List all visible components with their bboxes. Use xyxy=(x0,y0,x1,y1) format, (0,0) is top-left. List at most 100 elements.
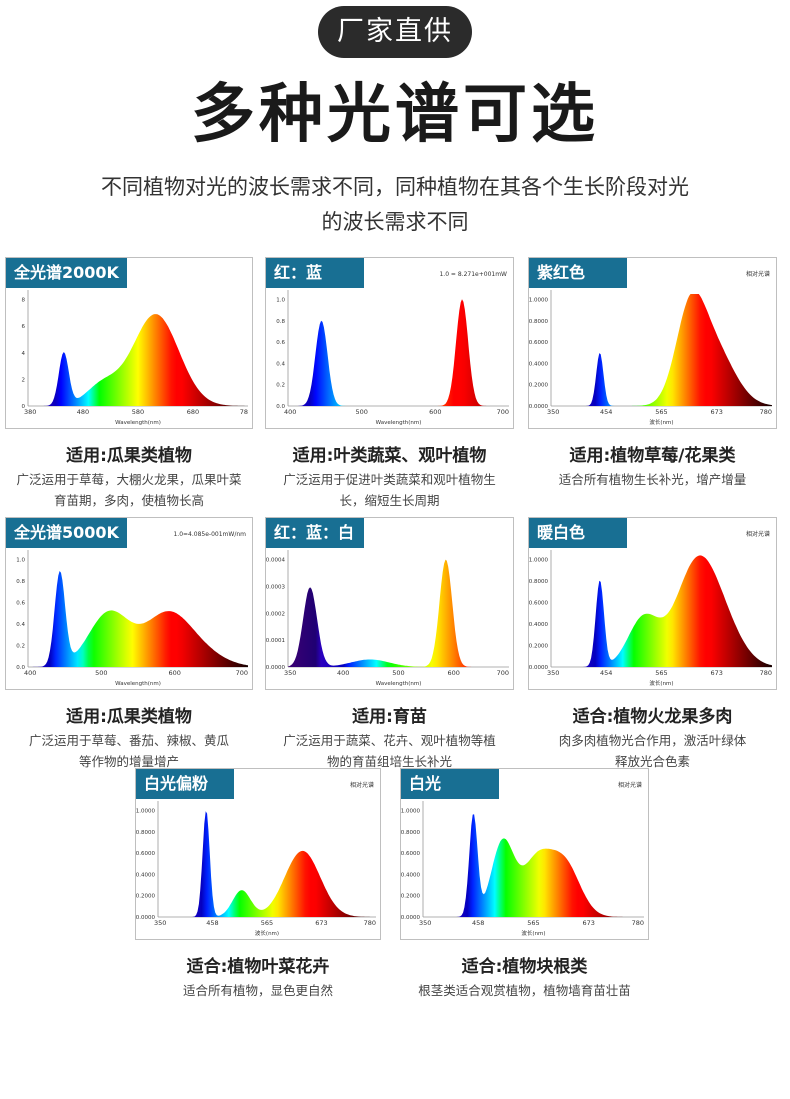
chart-note: 1.0=4.085e-001mW/nm xyxy=(173,531,246,538)
subtitle-line-2: 的波长需求不同 xyxy=(321,210,469,234)
x-tick-label: 400 xyxy=(24,669,36,677)
spectrum-card: 全光谱2000K 380 480 580 680 78 0 2 4 6 8 Wavelength(nm… xyxy=(5,257,253,429)
y-tick-label: 0.0 xyxy=(276,404,285,410)
caption-title: 适合:植物块根类 xyxy=(461,957,588,977)
spectrum-card: 红：蓝：白 350 400 500 600 700 0.0000 0.0001 0.0002 0.… xyxy=(265,517,514,690)
caption-description: 广泛运用于蔬菜、花卉、观叶植物等植 xyxy=(283,733,496,748)
x-tick-label: 600 xyxy=(168,669,180,677)
chart-note: 相对光谱 xyxy=(618,781,642,789)
x-tick-label: 350 xyxy=(547,669,559,677)
spectrum-card: 红：蓝 1.0 = 8.271e+001mW 400 500 600 700 0.0 0.2 0… xyxy=(265,257,514,429)
spectrum-caption: 适用:植物草莓/花果类 适合所有植物生长补光，增产增量 xyxy=(518,443,787,490)
x-tick-label: 780 xyxy=(760,408,772,416)
y-tick-label: 0.8000 xyxy=(529,579,548,585)
spectrum-label: 紫红色 xyxy=(529,258,627,288)
caption-description: 适合所有植物，显色更自然 xyxy=(182,983,333,998)
x-tick-label: 350 xyxy=(154,919,166,927)
spectrum-label: 全光谱2000K xyxy=(6,258,127,288)
spectrum-curve xyxy=(551,555,772,667)
spectrum-curve xyxy=(288,559,509,667)
x-tick-label: 673 xyxy=(711,669,723,677)
x-tick-label: 350 xyxy=(419,919,431,927)
y-tick-label: 0.8 xyxy=(16,579,25,585)
y-tick-label: 0.6000 xyxy=(136,851,155,857)
x-tick-label: 480 xyxy=(77,408,89,416)
x-axis-label: 波长(nm) xyxy=(649,418,673,426)
caption-description: 长，缩短生长周期 xyxy=(339,493,440,508)
x-tick-label: 780 xyxy=(760,669,772,677)
spectrum-chart: 1.0=4.085e-001mW/nm 400 500 600 700 0.0 0.2 0.4… xyxy=(16,531,248,687)
spectrum-chart: 相对光谱 350 458 565 673 780 0.0000 0.2000 0.4000 0.6… xyxy=(401,781,644,937)
y-tick-label: 0.0004 xyxy=(266,558,285,564)
spectrum-curve xyxy=(158,811,376,917)
x-axis-label: Wavelength(nm) xyxy=(115,420,161,426)
caption-description: 肉多肉植物光合作用，激活叶绿体 xyxy=(558,733,747,748)
spectrum-caption: 适合:植物火龙果多肉 肉多肉植物光合作用，激活叶绿体 释放光合色素 xyxy=(518,704,787,772)
spectrum-caption: 适合:植物块根类 根茎类适合观赏植物，植物墙育苗壮苗 xyxy=(390,954,659,1001)
x-tick-label: 565 xyxy=(655,669,667,677)
spectrum-caption: 适用:叶类蔬菜、观叶植物广泛运用于促进叶类蔬菜和观叶植物生 长，缩短生长周期 xyxy=(255,443,524,511)
y-tick-label: 0.4000 xyxy=(529,361,548,367)
y-tick-label: 0.0000 xyxy=(136,915,155,921)
x-tick-label: 680 xyxy=(187,408,199,416)
spectrum-card: 紫红色 相对光谱 350 454 565 673 780 0.0000 0.2000 0.4000… xyxy=(528,257,777,429)
spectrum-card: 暖白色 相对光谱 350 454 565 673 780 0.0000 0.2000 0.4000… xyxy=(528,517,777,690)
chart-note: 1.0 = 8.271e+001mW xyxy=(439,271,507,278)
x-tick-label: 500 xyxy=(355,408,367,416)
spectrum-label: 暖白色 xyxy=(529,518,627,548)
y-tick-label: 1.0 xyxy=(16,558,25,564)
y-tick-label: 0.4000 xyxy=(401,872,420,878)
x-tick-label: 700 xyxy=(497,669,509,677)
y-tick-label: 0.8000 xyxy=(529,319,548,325)
y-tick-label: 0.0000 xyxy=(401,915,420,921)
x-tick-label: 454 xyxy=(600,669,612,677)
y-tick-label: 0.6 xyxy=(276,340,285,346)
x-axis-label: Wavelength(nm) xyxy=(115,681,161,687)
y-tick-label: 0.0001 xyxy=(266,638,285,644)
page-title: 多种光谱可选 xyxy=(191,78,599,152)
x-tick-label: 400 xyxy=(284,408,296,416)
y-tick-label: 8 xyxy=(22,298,26,304)
spectrum-chart: 1.0 = 8.271e+001mW 400 500 600 700 0.0 0.2 0.4 0… xyxy=(276,271,509,426)
x-tick-label: 600 xyxy=(448,669,460,677)
caption-description: 物的育苗组培生长补光 xyxy=(326,754,452,769)
y-tick-label: 0.8 xyxy=(276,319,285,325)
caption-description: 育苗期，多肉，使植物长高 xyxy=(53,493,204,508)
caption-title: 适用:瓜果类植物 xyxy=(66,707,192,727)
x-tick-label: 673 xyxy=(583,919,595,927)
spectrum-caption: 适用:瓜果类植物广泛运用于草莓、番茄、辣椒、黄瓜 等作物的增量增产 xyxy=(0,704,263,772)
x-tick-label: 380 xyxy=(24,408,36,416)
x-tick-label: 500 xyxy=(95,669,107,677)
manufacturer-badge: 厂家直供 xyxy=(318,6,472,58)
chart-note: 相对光谱 xyxy=(746,270,770,278)
caption-description: 等作物的增量增产 xyxy=(78,754,179,769)
x-axis-label: Wavelength(nm) xyxy=(376,420,422,426)
y-tick-label: 0 xyxy=(22,404,26,410)
caption-description: 广泛运用于促进叶类蔬菜和观叶植物生 xyxy=(283,472,496,487)
spectrum-card: 白光 相对光谱 350 458 565 673 780 0.0000 0.2000 0.4000 0… xyxy=(400,768,649,940)
y-tick-label: 2 xyxy=(22,377,26,383)
y-tick-label: 1.0 xyxy=(276,298,285,304)
caption-description: 释放光合色素 xyxy=(614,754,690,769)
caption-title: 适用:叶类蔬菜、观叶植物 xyxy=(292,446,487,466)
caption-description: 广泛运用于草莓，大棚火龙果，瓜果叶菜 xyxy=(16,472,242,487)
y-tick-label: 6 xyxy=(22,324,26,330)
spectrum-curve xyxy=(288,299,509,406)
spectrum-curve xyxy=(551,294,772,406)
y-tick-label: 0.0000 xyxy=(529,665,548,671)
y-tick-label: 0.6000 xyxy=(529,340,548,346)
y-tick-label: 0.6000 xyxy=(529,601,548,607)
chart-note: 相对光谱 xyxy=(350,781,374,789)
y-tick-label: 0.6000 xyxy=(401,851,420,857)
x-axis-label: 波长(nm) xyxy=(521,929,545,937)
spectrum-chart: 350 400 500 600 700 0.0000 0.0001 0.0002 0.0003 0… xyxy=(266,550,509,687)
x-tick-label: 673 xyxy=(315,919,327,927)
caption-description: 广泛运用于草莓、番茄、辣椒、黄瓜 xyxy=(28,733,229,748)
spectrum-label: 白光 xyxy=(401,769,499,799)
y-tick-label: 0.4000 xyxy=(136,872,155,878)
spectrum-chart: 相对光谱 350 458 565 673 780 0.0000 0.2000 0.4000 0.6… xyxy=(136,781,376,937)
y-tick-label: 0.4 xyxy=(16,622,25,628)
y-tick-label: 0.2 xyxy=(276,383,285,389)
x-tick-label: 780 xyxy=(632,919,644,927)
y-tick-label: 0.0000 xyxy=(266,665,285,671)
